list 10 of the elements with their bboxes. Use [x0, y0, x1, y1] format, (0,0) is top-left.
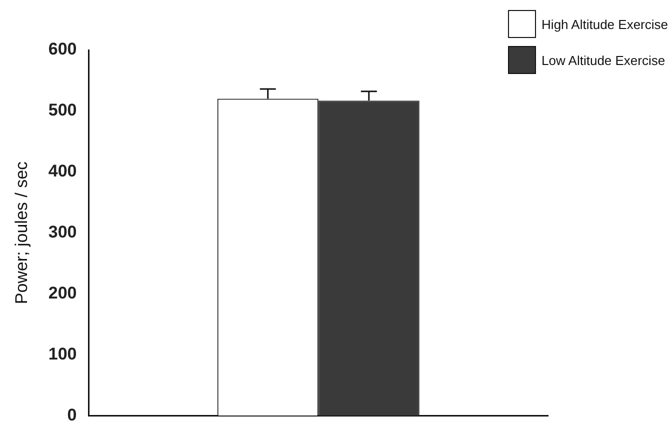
y-tick-label: 300	[48, 222, 77, 242]
legend-label: Low Altitude Exercise	[542, 52, 666, 68]
y-tick-label: 400	[48, 162, 77, 181]
text: High Altitude Exercise	[542, 16, 668, 32]
y-tick-label: 500	[48, 100, 77, 120]
y-tick-label: 600	[48, 40, 77, 59]
y-axis-title: Power; joules / sec	[12, 160, 31, 304]
y-tick-label: 100	[48, 344, 77, 364]
y-tick-label: 0	[67, 405, 77, 424]
y-tick-label: 200	[48, 283, 77, 302]
